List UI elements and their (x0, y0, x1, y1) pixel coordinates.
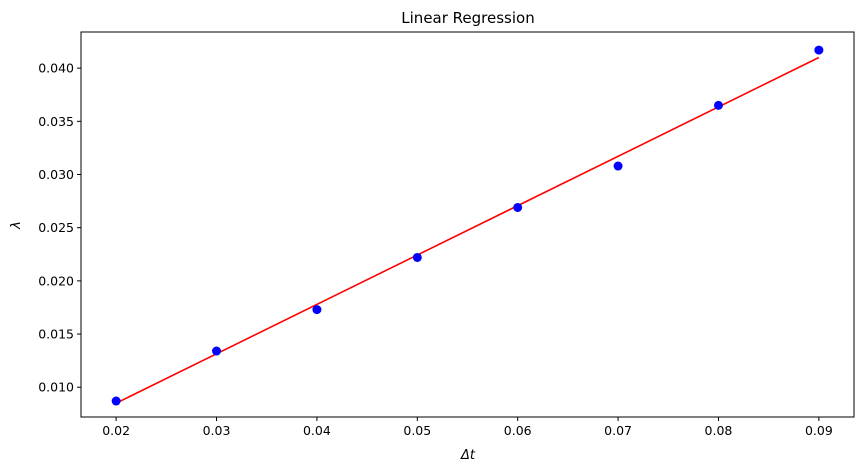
axes-frame (80, 31, 855, 418)
plot-area (111, 45, 824, 406)
x-tick-label: 0.02 (102, 423, 130, 438)
x-axis-label: Δt (460, 448, 476, 463)
data-point (412, 252, 422, 262)
x-tick-label: 0.07 (604, 423, 632, 438)
y-tick-label: 0.035 (38, 114, 74, 129)
data-point (713, 100, 723, 110)
data-point (111, 396, 121, 406)
y-tick-label: 0.025 (38, 220, 74, 235)
data-point (513, 202, 523, 212)
y-tick-label: 0.010 (38, 380, 74, 395)
y-tick-label: 0.030 (38, 167, 74, 182)
y-tick-label: 0.015 (38, 327, 74, 342)
data-point (212, 346, 222, 356)
x-tick-label: 0.08 (705, 423, 733, 438)
x-tick-label: 0.09 (805, 423, 833, 438)
chart-title: Linear Regression (401, 9, 534, 27)
y-tick-label: 0.020 (38, 273, 74, 288)
x-tick-label: 0.03 (203, 423, 231, 438)
data-point (814, 45, 824, 55)
data-point (312, 305, 322, 315)
y-tick-label: 0.040 (38, 61, 74, 76)
x-tick-label: 0.05 (403, 423, 431, 438)
x-tick-label: 0.04 (303, 423, 331, 438)
y-axis-label: λ (9, 221, 24, 230)
axes: 0.02 0.03 0.04 0.05 0.06 0.07 0.08 0.09 0.010 0.0… (38, 31, 855, 438)
data-point (613, 161, 623, 171)
x-tick-label: 0.06 (504, 423, 532, 438)
regression-line (115, 56, 820, 404)
